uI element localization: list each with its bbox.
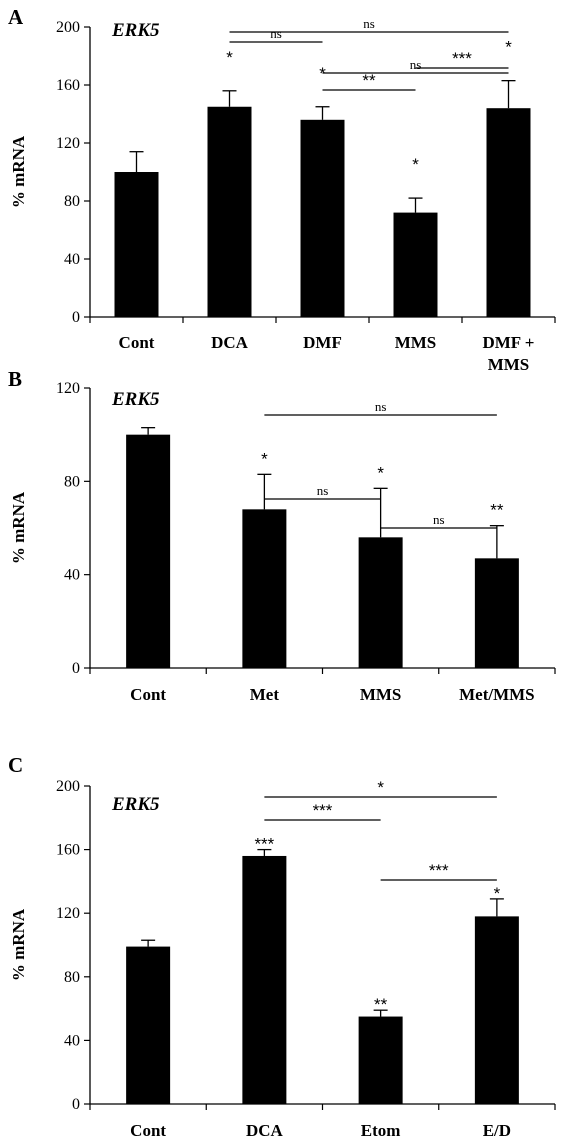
panel-c-category-label: DCA	[246, 1121, 284, 1140]
panel-c-letter: C	[8, 753, 23, 777]
panel-b-y-tick-label: 80	[64, 473, 80, 490]
panel-a-bar-significance: *	[412, 155, 419, 174]
panel-c-bar	[358, 1016, 403, 1104]
panel-a-y-tick-label: 120	[56, 135, 80, 152]
panel-c-bar-significance: *	[494, 884, 501, 903]
panel-b-y-tick-label: 40	[64, 567, 80, 584]
panel-c-category-label: Cont	[130, 1121, 166, 1140]
panel-c-bar	[242, 855, 287, 1104]
panel-b-bar-significance: *	[377, 463, 384, 482]
panel-a-category-label: DMF +	[482, 333, 534, 352]
panel-a-comparison-label: ns	[363, 16, 375, 31]
panel-b-letter: B	[8, 367, 22, 391]
panel-b-bar	[242, 509, 287, 668]
panel-c-bar-significance: ***	[254, 835, 274, 854]
panel-c-chart-title: ERK5	[111, 794, 160, 815]
panel-a-chart-title: ERK5	[111, 20, 160, 41]
panel-b-bar-significance: **	[490, 501, 504, 520]
panel-c-comparison-label: ***	[429, 861, 449, 880]
panel-c-bar	[474, 916, 519, 1104]
panel-a-y-tick-label: 200	[56, 19, 80, 36]
panel-b-category-label: Met	[250, 685, 280, 704]
panel-a-category-label: DMF	[303, 333, 342, 352]
panel-a-bar	[114, 172, 159, 317]
panel-b-y-tick-label: 0	[72, 660, 80, 677]
panel-a-y-tick-label: 0	[72, 309, 80, 326]
panel-c-bar	[126, 946, 171, 1104]
panel-b-comparison-label: ns	[433, 512, 445, 527]
panel-a-bar	[300, 119, 345, 317]
panel-c-y-tick-label: 80	[64, 969, 80, 986]
panel-c-y-tick-label: 160	[56, 842, 80, 859]
panel-c-y-axis-label: % mRNA	[9, 908, 28, 981]
panel-a-comparison-label: ns	[270, 26, 282, 41]
panel-b-bar	[474, 558, 519, 668]
panel-a-category-label: MMS	[395, 333, 437, 352]
panel-b-bar	[358, 537, 403, 668]
panel-b-chart-title: ERK5	[111, 389, 160, 410]
panel-a-bar	[207, 106, 252, 317]
panel-a-bar	[393, 212, 438, 317]
panel-a-comparison-label: ***	[452, 49, 472, 68]
panel-a-category-label: Cont	[119, 333, 155, 352]
panel-a-y-axis-label: % mRNA	[9, 135, 28, 208]
panel-c-category-label: Etom	[361, 1121, 401, 1140]
panel-a-y-tick-label: 40	[64, 251, 80, 268]
panel-c-y-tick-label: 200	[56, 778, 80, 795]
panel-c-comparison-label: ***	[313, 801, 333, 820]
panel-b-comparison-label: ns	[317, 483, 329, 498]
panel-a-category-label: MMS	[488, 355, 530, 374]
panel-b-y-axis-label: % mRNA	[9, 491, 28, 564]
panel-a-y-tick-label: 80	[64, 193, 80, 210]
panel-a-letter: A	[8, 5, 24, 29]
panel-c-y-tick-label: 0	[72, 1096, 80, 1113]
panel-b-bar-significance: *	[261, 449, 268, 468]
panel-a-y-tick-label: 160	[56, 77, 80, 94]
panel-b-category-label: Cont	[130, 685, 166, 704]
panel-a-bar-significance: *	[226, 48, 233, 67]
panel-a-bar	[486, 108, 531, 317]
panel-a-category-label: DCA	[211, 333, 249, 352]
panel-a-bar-significance: *	[505, 38, 512, 57]
panel-c-y-tick-label: 120	[56, 905, 80, 922]
panel-b-comparison-label: ns	[375, 399, 387, 414]
panel-a-comparison-label: **	[362, 71, 376, 90]
panel-b-bar	[126, 434, 171, 668]
panel-b-category-label: MMS	[360, 685, 402, 704]
panel-c-y-tick-label: 40	[64, 1032, 80, 1049]
panel-c-bar-significance: **	[374, 995, 388, 1014]
panel-a-comparison-label: ns	[410, 57, 422, 72]
panel-c-comparison-label: *	[377, 778, 384, 797]
panel-b-y-tick-label: 120	[56, 380, 80, 397]
panel-c-category-label: E/D	[483, 1121, 511, 1140]
panel-b-category-label: Met/MMS	[459, 685, 535, 704]
